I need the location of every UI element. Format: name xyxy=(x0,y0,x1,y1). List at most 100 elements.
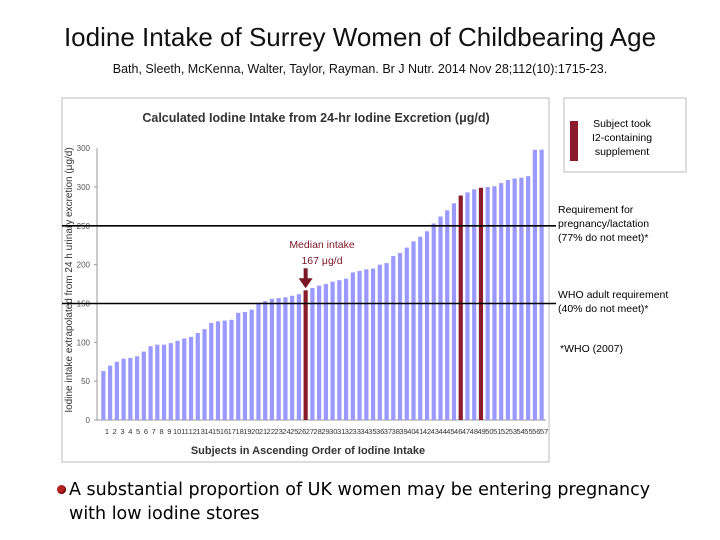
y-tick-label: 0 xyxy=(86,416,91,425)
bar xyxy=(168,343,173,420)
requirement-pregnancy-label-2: pregnancy/lactation xyxy=(558,218,649,230)
x-tick-label: 32 xyxy=(345,427,353,436)
legend-text-1: Subject took xyxy=(593,118,652,130)
bar xyxy=(370,268,376,420)
bar xyxy=(418,236,423,420)
x-tick-label: 30 xyxy=(329,427,337,436)
requirement-pregnancy-label-1: Requirement for xyxy=(558,204,634,216)
bar xyxy=(303,290,308,420)
bar xyxy=(330,281,335,420)
x-tick-label: 27 xyxy=(306,427,314,436)
x-tick-label: 24 xyxy=(282,427,290,436)
x-tick-labels: 1 2 3 4 5 6 7 8 9 10 11 12 13 14 15 16 17 18 19 20 21 22 23 24 2… xyxy=(105,427,548,436)
who-reference-note: *WHO (2007) xyxy=(560,343,623,355)
bar xyxy=(397,253,403,420)
x-tick-label: 13 xyxy=(196,427,204,436)
legend-text-2: I2-containing xyxy=(592,132,652,144)
x-tick-label: 6 xyxy=(144,427,148,436)
bar xyxy=(337,280,342,420)
x-tick-label: 18 xyxy=(235,427,243,436)
bar xyxy=(391,256,396,420)
bar xyxy=(141,351,146,420)
x-tick-label: 51 xyxy=(493,427,501,436)
bar xyxy=(438,216,443,420)
y-axis-label: Iodine intake extrapolated from 24 h uri… xyxy=(64,147,75,412)
x-tick-label: 52 xyxy=(501,427,509,436)
x-tick-label: 28 xyxy=(314,427,322,436)
x-tick-label: 4 xyxy=(128,427,132,436)
x-tick-label: 20 xyxy=(251,427,259,436)
x-tick-label: 43 xyxy=(431,427,439,436)
x-tick-label: 11 xyxy=(181,427,189,436)
median-label-2: 167 μg/d xyxy=(301,255,342,267)
x-tick-label: 36 xyxy=(376,427,384,436)
x-tick-label: 50 xyxy=(485,427,493,436)
bar xyxy=(465,192,470,420)
y-tick-label: 100 xyxy=(77,338,91,347)
x-tick-label: 45 xyxy=(446,427,454,436)
bar xyxy=(209,322,214,420)
x-tick-label: 54 xyxy=(517,427,525,436)
x-tick-label: 25 xyxy=(290,427,298,436)
bar xyxy=(195,333,200,420)
x-tick-label: 47 xyxy=(462,427,470,436)
bar xyxy=(283,297,288,420)
bar xyxy=(317,285,322,420)
bar xyxy=(121,358,126,420)
y-tick-label: 50 xyxy=(81,377,90,386)
median-arrow xyxy=(298,268,313,289)
bar xyxy=(202,329,207,420)
who-requirement-label-2: (40% do not meet)* xyxy=(558,303,648,315)
x-tick-label: 15 xyxy=(212,427,220,436)
bar xyxy=(424,231,430,420)
bar xyxy=(526,176,531,420)
bar xyxy=(431,223,436,420)
bar xyxy=(384,263,389,420)
x-tick-label: 22 xyxy=(267,427,275,436)
x-tick-label: 33 xyxy=(353,427,361,436)
legend-text-3: supplement xyxy=(595,146,649,158)
x-tick-label: 48 xyxy=(470,427,478,436)
x-tick-label: 57 xyxy=(540,427,548,436)
x-tick-label: 40 xyxy=(407,427,415,436)
x-tick-label: 3 xyxy=(120,427,124,436)
x-tick-label: 21 xyxy=(259,427,267,436)
bar xyxy=(458,195,463,420)
bar xyxy=(364,269,369,420)
x-tick-label: 10 xyxy=(173,427,181,436)
bar xyxy=(323,284,328,420)
bar xyxy=(161,344,167,420)
bar xyxy=(310,287,315,420)
x-tick-label: 29 xyxy=(321,427,329,436)
x-tick-label: 5 xyxy=(136,427,140,436)
x-tick-label: 56 xyxy=(532,427,540,436)
slide-title: Iodine Intake of Surrey Women of Childbe… xyxy=(63,22,657,52)
x-tick-label: 55 xyxy=(524,427,532,436)
bar xyxy=(222,320,227,420)
bar xyxy=(290,295,295,420)
bar xyxy=(236,312,241,420)
bar xyxy=(155,344,160,420)
x-tick-label: 12 xyxy=(189,427,197,436)
bar xyxy=(512,178,517,420)
x-tick-label: 35 xyxy=(368,427,376,436)
bar xyxy=(134,356,140,420)
x-tick-label: 44 xyxy=(438,427,446,436)
bar xyxy=(377,264,382,420)
x-tick-label: 49 xyxy=(477,427,485,436)
bar xyxy=(256,302,261,420)
bar xyxy=(175,340,180,420)
x-tick-label: 26 xyxy=(298,427,306,436)
legend-box xyxy=(563,97,687,173)
bar xyxy=(505,180,511,420)
x-tick-label: 31 xyxy=(337,427,345,436)
bar xyxy=(350,272,355,420)
bar xyxy=(148,346,153,420)
x-tick-label: 2 xyxy=(113,427,117,436)
bar xyxy=(276,298,281,420)
y-tick-label: 300 xyxy=(77,144,91,153)
bar xyxy=(269,298,275,420)
bar xyxy=(101,371,106,420)
x-tick-label: 8 xyxy=(159,427,163,436)
bar xyxy=(249,309,254,420)
